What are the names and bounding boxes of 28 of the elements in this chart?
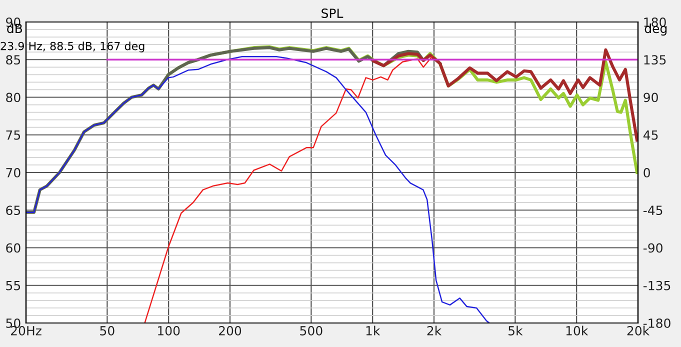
y2-tick-label: 90 <box>644 92 658 102</box>
x-tick-label: 500 <box>300 326 322 336</box>
x-tick-label: 20k <box>627 326 650 336</box>
x-tick-label: 200 <box>218 326 242 336</box>
chart-title: SPL <box>322 8 344 18</box>
x-tick-label: 5k <box>508 326 523 336</box>
y-tick-label: 55 <box>6 281 20 290</box>
x-tick-label: 100 <box>158 326 180 336</box>
y-tick-label: 60 <box>6 243 20 253</box>
y2-tick-label: -90 <box>643 243 662 253</box>
y-tick-label: 85 <box>6 55 20 65</box>
x-tick-label: 2k <box>427 326 442 336</box>
annotation: 23.9 Hz, 88.5 dB, 167 deg <box>0 42 144 52</box>
y2-tick-label: 45 <box>643 130 658 140</box>
y2-tick-label: -180 <box>643 318 670 328</box>
y-tick-label: 65 <box>6 206 20 216</box>
y2-tick-label: -45 <box>643 206 662 216</box>
y-tick-label: 70 <box>6 168 20 178</box>
x-tick-label: 50 <box>100 326 114 336</box>
x-tick-label: 1k <box>366 326 380 336</box>
y-tick-label: 50 <box>6 318 20 328</box>
y2-tick-label: -135 <box>643 280 670 290</box>
y-tick-label: 80 <box>6 92 20 102</box>
x-tick-label: 10k <box>566 326 588 336</box>
y2-tick-label: 0 <box>644 168 650 178</box>
y-tick-label: 75 <box>6 130 20 140</box>
y2-tick-label: 135 <box>644 55 666 65</box>
x-tick-label: 20Hz <box>10 326 42 336</box>
